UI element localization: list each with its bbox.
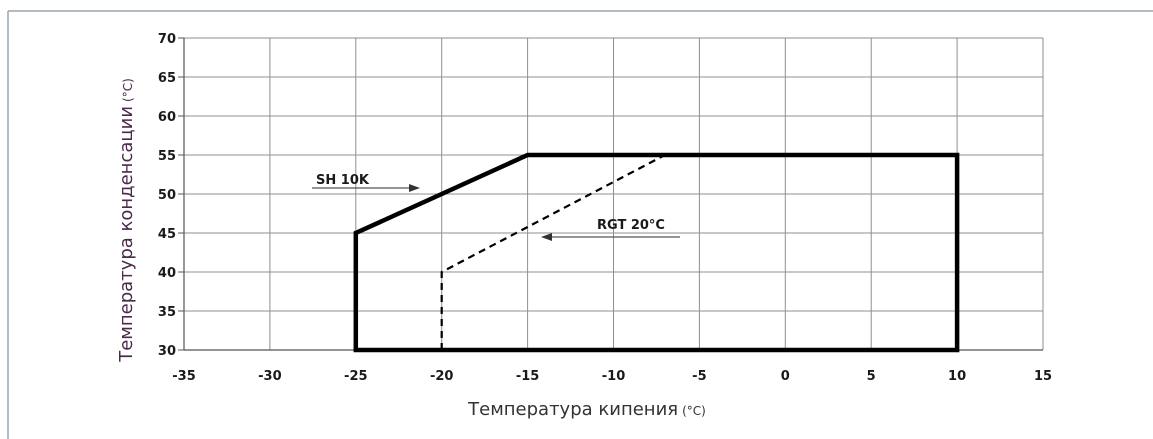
annotation-rgt20-label: RGT 20°C bbox=[597, 218, 665, 233]
y-tick-label: 55 bbox=[158, 149, 176, 164]
series-sh10k-envelope bbox=[353, 152, 960, 353]
x-tick-labels: -35 -30 -25 -20 -15 -10 -5 0 5 10 15 bbox=[172, 369, 1052, 384]
annotation-sh10k-label: SH 10K bbox=[316, 173, 370, 188]
y-axis-label-text: Температура конденсации bbox=[116, 106, 137, 363]
y-tick-label: 65 bbox=[158, 71, 176, 86]
x-axis-label-unit: (°C) bbox=[682, 404, 706, 418]
y-tick-label: 50 bbox=[158, 188, 176, 203]
x-tick-label: -35 bbox=[172, 369, 196, 384]
x-axis-label-text: Температура кипения bbox=[467, 399, 678, 420]
y-axis-label: Температура конденсации (°C) bbox=[116, 78, 137, 363]
x-tick-label: -30 bbox=[258, 369, 282, 384]
annotation-rgt20: RGT 20°C bbox=[541, 218, 680, 241]
y-tick-label: 40 bbox=[158, 266, 176, 281]
y-tick-label: 70 bbox=[158, 32, 176, 47]
annotation-sh10k-arrowhead bbox=[409, 184, 420, 192]
annotation-sh10k: SH 10K bbox=[312, 173, 420, 192]
x-tick-label: 10 bbox=[948, 369, 966, 384]
x-tick-label: -20 bbox=[430, 369, 454, 384]
y-tick-label: 30 bbox=[158, 344, 176, 359]
x-tick-label: -5 bbox=[692, 369, 706, 384]
x-axis-label: Температура кипения (°C) bbox=[467, 399, 706, 420]
y-tick-labels: 30 35 40 45 50 55 60 65 70 bbox=[158, 32, 176, 359]
annotation-rgt20-arrowhead bbox=[541, 233, 552, 241]
x-tick-label: -25 bbox=[344, 369, 368, 384]
y-tick-label: 60 bbox=[158, 110, 176, 125]
series-layer bbox=[353, 152, 960, 353]
x-tick-label: -10 bbox=[602, 369, 626, 384]
y-tick-label: 45 bbox=[158, 227, 176, 242]
x-tick-label: -15 bbox=[516, 369, 540, 384]
y-axis-label-unit: (°C) bbox=[121, 78, 135, 102]
x-tick-label: 5 bbox=[867, 369, 876, 384]
y-tick-label: 35 bbox=[158, 305, 176, 320]
grid bbox=[183, 37, 1044, 351]
series-rgt20-dashed-line bbox=[440, 154, 666, 350]
x-tick-label: 15 bbox=[1034, 369, 1052, 384]
x-tick-label: 0 bbox=[781, 369, 790, 384]
